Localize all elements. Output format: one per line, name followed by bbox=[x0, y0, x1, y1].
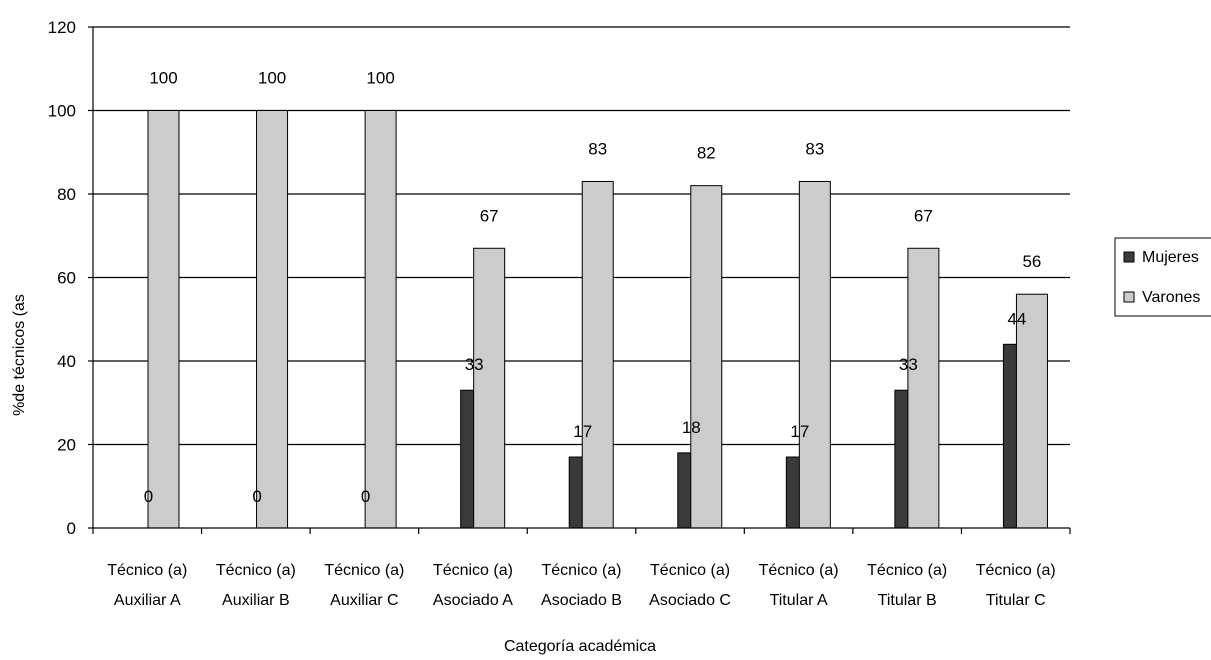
data-label-mujeres: 18 bbox=[682, 418, 701, 437]
data-label-mujeres: 33 bbox=[465, 355, 484, 374]
data-label-varones: 100 bbox=[258, 69, 286, 88]
gridlines bbox=[88, 26, 1070, 529]
x-tick-label-line2: Asociado C bbox=[649, 592, 731, 609]
data-label-mujeres: 0 bbox=[361, 487, 370, 506]
data-label-mujeres: 0 bbox=[252, 487, 261, 506]
x-tick-label-line2: Titular C bbox=[986, 592, 1046, 609]
bar-varones bbox=[690, 185, 723, 529]
x-tick-label-line1: Técnico (a) bbox=[541, 562, 621, 579]
bar-varones bbox=[364, 110, 397, 529]
y-tick-label: 0 bbox=[67, 519, 76, 538]
x-axis-title: Categoría académica bbox=[504, 638, 656, 655]
data-label-varones: 100 bbox=[149, 69, 177, 88]
x-tick-label-line1: Técnico (a) bbox=[324, 562, 404, 579]
data-label-varones: 56 bbox=[1022, 252, 1041, 271]
legend: Mujeres Varones bbox=[1114, 237, 1211, 317]
y-tick-label: 20 bbox=[57, 436, 76, 455]
y-tick-label: 100 bbox=[48, 102, 76, 121]
bar-varones bbox=[798, 180, 831, 529]
data-label-varones: 67 bbox=[480, 206, 499, 225]
x-tick-label-line1: Técnico (a) bbox=[650, 562, 730, 579]
x-tick-label-line1: Técnico (a) bbox=[216, 562, 296, 579]
data-label-mujeres: 17 bbox=[573, 422, 592, 441]
data-label-mujeres: 17 bbox=[790, 422, 809, 441]
x-tick-label-line1: Técnico (a) bbox=[867, 562, 947, 579]
y-tick-label: 40 bbox=[57, 352, 76, 371]
x-tick-label-line1: Técnico (a) bbox=[433, 562, 513, 579]
x-tick-label-line2: Asociado A bbox=[433, 592, 513, 609]
y-tick-label: 80 bbox=[57, 185, 76, 204]
y-tick-labels: 0 20 40 60 80 100 120 bbox=[48, 18, 76, 538]
y-axis-title: %de técnicos (as bbox=[11, 294, 28, 416]
x-tick-label-line1: Técnico (a) bbox=[976, 562, 1056, 579]
x-tick-label-line1: Técnico (a) bbox=[107, 562, 187, 579]
data-label-varones: 83 bbox=[805, 139, 824, 158]
bar-varones bbox=[147, 110, 180, 529]
x-tick-label-line2: Auxiliar C bbox=[330, 592, 398, 609]
bars bbox=[147, 110, 1048, 529]
legend-label-mujeres: Mujeres bbox=[1142, 249, 1199, 266]
legend-swatch-mujeres bbox=[1123, 251, 1135, 263]
data-label-varones: 67 bbox=[914, 206, 933, 225]
x-tick-label-line2: Titular B bbox=[878, 592, 937, 609]
data-label-varones: 100 bbox=[366, 69, 394, 88]
x-tick-label-line2: Titular A bbox=[770, 592, 828, 609]
data-label-mujeres: 0 bbox=[144, 487, 153, 506]
axes bbox=[92, 27, 1070, 529]
bar-varones bbox=[581, 180, 614, 529]
data-label-varones: 83 bbox=[588, 139, 607, 158]
y-tick-label: 120 bbox=[48, 18, 76, 37]
data-labels: 0 100 0 100 0 100 33 67 17 83 18 82 17 83 33 67 44 56 bbox=[144, 69, 1042, 507]
bar-varones bbox=[473, 247, 506, 529]
bar-varones bbox=[256, 110, 289, 529]
legend-box bbox=[1114, 237, 1211, 317]
x-tick-label-line2: Asociado B bbox=[541, 592, 622, 609]
x-tick-labels: Técnico (a) Auxiliar A Técnico (a) Auxiliar… bbox=[92, 528, 1071, 609]
y-tick-label: 60 bbox=[57, 269, 76, 288]
data-label-mujeres: 44 bbox=[1007, 309, 1026, 328]
data-label-mujeres: 33 bbox=[899, 355, 918, 374]
bar-varones bbox=[1015, 293, 1048, 529]
data-label-varones: 82 bbox=[697, 144, 716, 163]
x-tick-label-line1: Técnico (a) bbox=[759, 562, 839, 579]
bar-varones bbox=[907, 247, 940, 529]
legend-label-varones: Varones bbox=[1142, 289, 1200, 306]
x-tick-label-line2: Auxiliar A bbox=[114, 592, 181, 609]
x-tick-label-line2: Auxiliar B bbox=[222, 592, 290, 609]
legend-swatch-varones bbox=[1123, 291, 1135, 303]
